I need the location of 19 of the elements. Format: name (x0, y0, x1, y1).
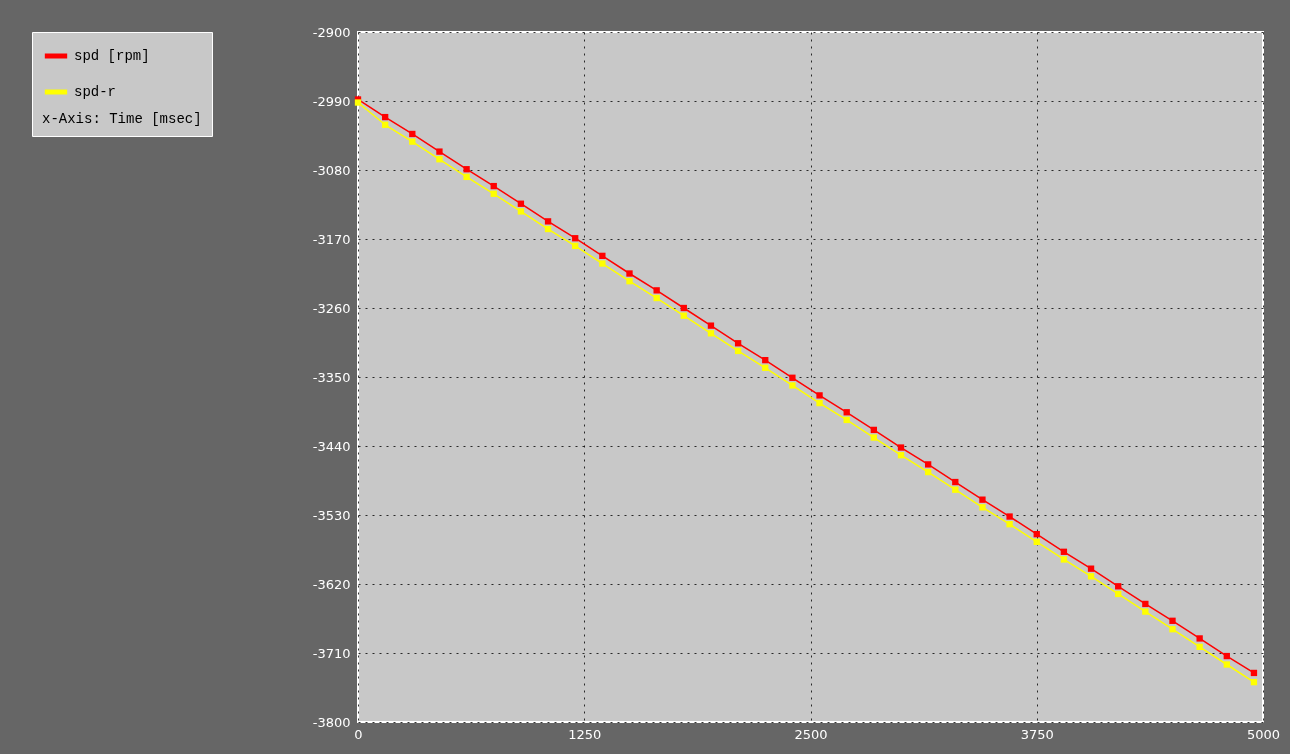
y-tick-label: -3440 (312, 438, 351, 454)
x-tick-label: 5000 (1246, 726, 1281, 742)
y-tick-label: -3080 (312, 162, 351, 178)
y-tick-label: -3170 (312, 231, 351, 247)
y-tick-label: -3260 (312, 300, 351, 316)
x-tick-label: 0 (354, 726, 363, 742)
legend-label: spd-r (74, 84, 117, 100)
y-tick-label: -2990 (312, 93, 351, 109)
legend-label: spd [rpm] (74, 48, 150, 64)
x-tick-label: 1250 (568, 726, 602, 742)
x-tick-label: 3750 (1020, 726, 1054, 742)
y-tick-label: -3530 (312, 507, 351, 523)
y-tick-label: -3800 (312, 714, 351, 730)
y-tick-label: -3350 (312, 369, 351, 385)
x-tick-label: 2500 (794, 726, 828, 742)
y-tick-label: -3620 (312, 576, 351, 592)
y-tick-label: -3710 (312, 645, 351, 661)
y-tick-label: -2900 (312, 24, 351, 40)
text: x-Axis: Time [msec] (42, 111, 202, 127)
